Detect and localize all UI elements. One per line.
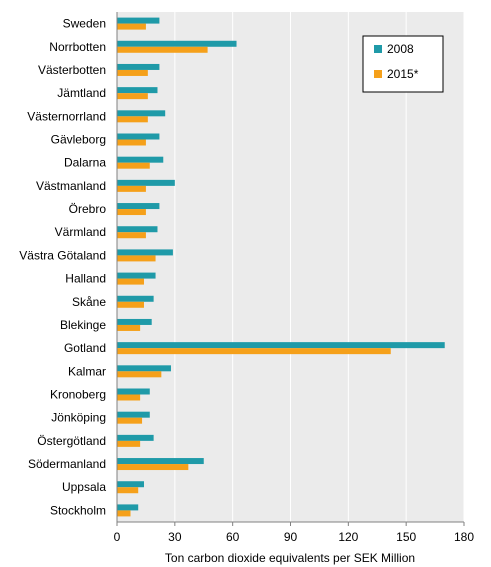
x-tick-label: 60 [226,530,240,544]
x-tick-label: 0 [114,530,121,544]
category-label: Södermanland [28,457,106,471]
bar-2008 [117,365,171,372]
bar-2008 [117,17,160,24]
bar-2015 [117,23,146,30]
category-label: Sweden [63,17,106,31]
legend-swatch-2008 [374,45,382,53]
category-label: Uppsala [62,480,106,494]
category-label: Gotland [64,341,106,355]
bar-2015 [117,348,391,355]
bar-2015 [117,417,143,424]
category-label: Stockholm [50,503,106,517]
bar-2015 [117,278,144,285]
bar-2008 [117,156,164,163]
category-label: Örebro [69,202,107,216]
bar-2015 [117,464,189,471]
legend-swatch-2015 [374,70,382,78]
bar-2015 [117,162,150,169]
x-tick-labels: 0 30 60 90 120 150 180 [114,522,474,544]
bar-2008 [117,388,150,395]
category-label: Dalarna [64,156,106,170]
bar-2008 [117,87,158,94]
bar-2008 [117,249,173,256]
category-label: Västernorrland [27,109,106,123]
x-tick-label: 30 [168,530,182,544]
bar-2015 [117,324,141,331]
bar-2015 [117,232,146,239]
bar-2015 [117,139,146,146]
category-label: Norrbotten [49,40,106,54]
bar-2015 [117,46,208,53]
legend-label-2015: 2015* [387,67,419,81]
x-tick-label: 150 [396,530,416,544]
category-label: Skåne [72,295,106,309]
x-tick-label: 180 [454,530,474,544]
bar-2015 [117,185,146,192]
category-label: Halland [65,272,106,286]
category-label: Gävleborg [51,133,106,147]
category-label: Jämtland [57,86,106,100]
bar-2015 [117,255,156,262]
bar-2015 [117,440,141,447]
category-label: Västmanland [36,179,106,193]
bar-2008 [117,203,160,210]
bar-group [117,17,445,517]
bar-2015 [117,487,139,494]
bar-2015 [117,93,148,100]
bar-2008 [117,179,175,186]
bar-2015 [117,510,131,517]
x-tick-label: 120 [338,530,358,544]
bar-2015 [117,209,146,216]
x-axis-title: Ton carbon dioxide equivalents per SEK M… [165,551,415,565]
bar-2008 [117,318,152,325]
bar-2008 [117,295,154,302]
bar-2008 [117,504,139,511]
legend: 2008 2015* [362,35,444,93]
category-label: Östergötland [37,434,106,448]
grid-lines [174,12,465,522]
bar-2008 [117,342,445,349]
category-label: Blekinge [60,318,106,332]
bar-2015 [117,371,162,378]
category-label: Kronoberg [50,388,106,402]
category-labels: Sweden Norrbotten Västerbotten Jämtland Väst… [19,17,106,518]
category-label: Västra Götaland [19,248,106,262]
bar-2008 [117,63,160,70]
bar-2008 [117,110,166,117]
category-label: Värmland [55,225,106,239]
legend-label-2008: 2008 [387,42,414,56]
bar-2015 [117,116,148,123]
bar-2015 [117,301,144,308]
bar-2015 [117,394,141,401]
bar-2008 [117,40,237,47]
bar-2008 [117,272,156,279]
bar-2015 [117,69,148,76]
bar-2008 [117,133,160,140]
category-label: Jönköping [51,411,106,425]
x-tick-label: 90 [284,530,298,544]
bar-2008 [117,411,150,418]
category-label: Kalmar [68,364,106,378]
bar-2008 [117,226,158,233]
bar-2008 [117,481,144,488]
bar-2008 [117,434,154,441]
bar-2008 [117,458,204,465]
category-label: Västerbotten [38,63,106,77]
